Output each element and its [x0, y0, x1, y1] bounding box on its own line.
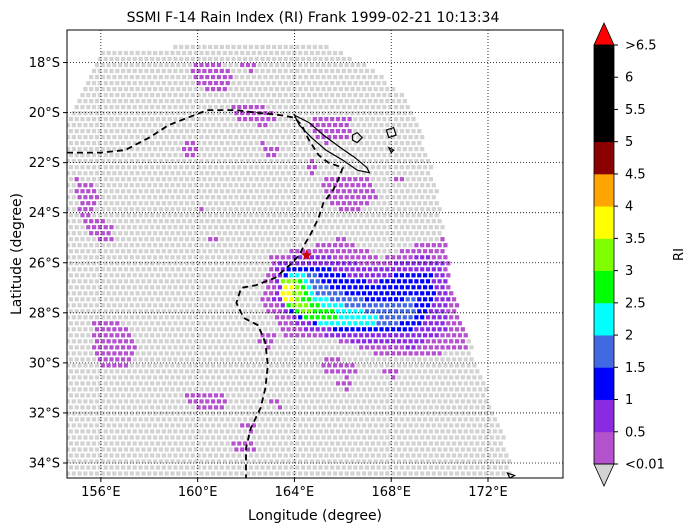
- colorbar-tick-label: 0.5: [625, 425, 646, 440]
- y-tick-label: 18°S: [29, 56, 60, 71]
- y-tick-label: 30°S: [29, 356, 60, 371]
- y-tick-label: 34°S: [29, 456, 60, 471]
- coastline: [385, 126, 397, 139]
- x-tick-label: 172°E: [468, 485, 508, 500]
- colorbar-tick-label: 5: [625, 135, 633, 150]
- y-tick-label: 32°S: [29, 406, 60, 421]
- colorbar-tick-label: <0.01: [625, 458, 665, 473]
- y-tick-label: 28°S: [29, 306, 60, 321]
- coastline: [387, 146, 395, 154]
- colorbar-tick-label: 3: [625, 264, 633, 279]
- colorbar-band: [594, 431, 614, 465]
- colorbar-tick-label: 1.5: [625, 361, 646, 376]
- plot-frame: [66, 29, 564, 479]
- colorbar-tick-label: 3.5: [625, 232, 646, 247]
- colorbar-band: [594, 367, 614, 400]
- chart-title: SSMI F-14 Rain Index (RI) Frank 1999-02-…: [127, 10, 500, 26]
- colorbar: <0.01 0.5 1 1.5 2 2.5 3 3.5 4 4.5 5 5.5 6 >6.5: [593, 22, 665, 487]
- colorbar-band: [594, 335, 614, 368]
- y-tick-label: 20°S: [29, 106, 60, 121]
- colorbar-tick-label: 2.5: [625, 296, 646, 311]
- y-axis-label: Latitude (degree): [9, 193, 25, 315]
- colorbar-band: [594, 238, 614, 272]
- colorbar-band: [594, 399, 614, 433]
- colorbar-band: [594, 141, 614, 175]
- x-tick-label: 168°E: [371, 485, 411, 500]
- colorbar-band: [594, 302, 614, 336]
- colorbar-tick-label: 5.5: [625, 103, 646, 118]
- y-tick-label: 24°S: [29, 206, 60, 221]
- x-axis-label: Longitude (degree): [248, 508, 382, 524]
- storm-center-marker: [301, 249, 313, 260]
- colorbar-over-triangle: [593, 22, 615, 46]
- colorbar-band: [594, 77, 614, 110]
- colorbar-under-triangle: [593, 463, 615, 487]
- colorbar-tick-label: 4.5: [625, 167, 646, 182]
- colorbar-tick-label: >6.5: [625, 39, 657, 54]
- y-tick-label: 26°S: [29, 256, 60, 271]
- x-tick-label: 160°E: [178, 485, 218, 500]
- colorbar-frame: [593, 44, 615, 465]
- colorbar-band: [594, 45, 614, 78]
- colorbar-band: [594, 109, 614, 143]
- coastline: [351, 131, 364, 144]
- map-plot-area: [67, 30, 563, 478]
- map-axes: 156°E 160°E 164°E 168°E 172°E 18°S 20°S 22°S 24°…: [29, 56, 508, 500]
- storm-track-line: [67, 109, 344, 478]
- x-tick-label: 164°E: [275, 485, 315, 500]
- colorbar-tick-label: 1: [625, 393, 633, 408]
- colorbar-label: RI: [672, 248, 687, 261]
- colorbar-tick-label: 4: [625, 200, 633, 215]
- coastline: [293, 113, 371, 174]
- x-tick-label: 156°E: [81, 485, 121, 500]
- y-tick-label: 22°S: [29, 156, 60, 171]
- colorbar-band: [594, 270, 614, 304]
- coastline: [506, 471, 517, 478]
- colorbar-tick-label: 2: [625, 329, 633, 344]
- swath-pixels: [67, 44, 512, 476]
- colorbar-band: [594, 173, 614, 207]
- colorbar-tick-label: 6: [625, 71, 633, 86]
- colorbar-band: [594, 206, 614, 239]
